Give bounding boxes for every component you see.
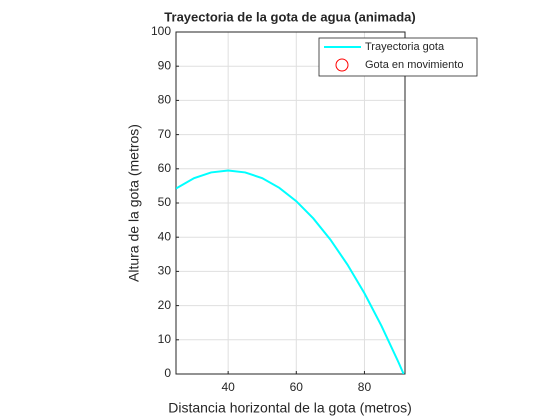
axes-box <box>175 31 406 375</box>
legend-label: Gota en movimiento <box>365 59 463 71</box>
y-tick-label: 20 <box>158 298 172 312</box>
x-tick-label: 60 <box>290 380 304 394</box>
y-tick-label: 0 <box>164 366 171 380</box>
y-tick-label: 90 <box>158 58 172 72</box>
legend-label: Trayectoria gota <box>365 41 445 53</box>
y-tick-label: 40 <box>158 229 172 243</box>
y-tick-label: 80 <box>158 93 172 107</box>
y-tick-label: 50 <box>158 195 172 209</box>
x-axis-label: Distancia horizontal de la gota (metros) <box>168 400 412 416</box>
y-tick-label: 100 <box>151 24 171 38</box>
x-tick-label: 40 <box>221 380 235 394</box>
legend-marker <box>335 58 349 72</box>
y-tick-label: 70 <box>158 127 172 141</box>
data-line <box>176 169 405 374</box>
chart-title: Trayectoria de la gota de agua (animada) <box>164 9 415 24</box>
y-tick-label: 60 <box>158 161 172 175</box>
x-tick-label: 80 <box>358 380 372 394</box>
y-axis-label: Altura de la gota (metros) <box>126 124 142 282</box>
y-tick-label: 10 <box>158 332 172 346</box>
y-tick-label: 30 <box>158 264 172 278</box>
